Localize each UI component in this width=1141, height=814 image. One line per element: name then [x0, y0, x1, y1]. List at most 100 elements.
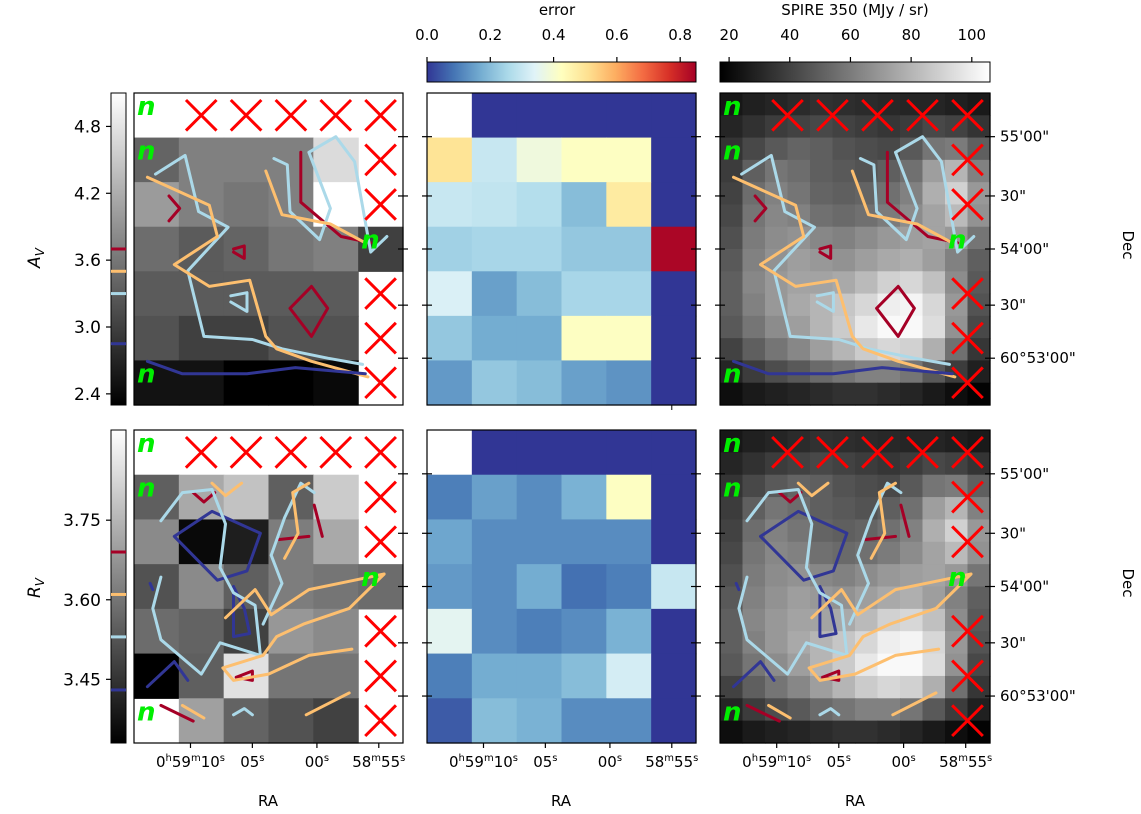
n-flag-marker: n	[361, 563, 380, 593]
rv-contour	[304, 691, 351, 717]
spire-av-cell	[922, 249, 946, 272]
spire-av-cell	[720, 182, 744, 206]
excluded-cross-marker	[951, 525, 984, 559]
av-error-cell	[427, 182, 473, 228]
dec-tick-label: 54'00"	[1000, 578, 1049, 596]
rv-map-cell	[268, 474, 314, 521]
n-flag-marker: n	[137, 474, 156, 504]
excluded-cross-marker	[364, 435, 398, 469]
rv-map-cell	[268, 608, 314, 655]
av-colorbar: 2.4 3.0 3.6 4.2 4.8 AV	[25, 92, 127, 406]
spire-av-cell	[877, 226, 901, 250]
av-map-cell	[358, 226, 404, 272]
av-map-cell	[134, 271, 180, 317]
error-colorbar: error 0.0 0.2 0.4 0.6 0.8	[415, 1, 697, 83]
rv-contour	[261, 481, 316, 626]
spire-av-cell	[832, 204, 856, 228]
excluded-cross-marker	[951, 366, 984, 400]
spire-rv-cell	[742, 474, 766, 498]
spire-av-cell	[855, 182, 879, 206]
rv-contour	[145, 660, 190, 689]
n-flag-marker: n	[137, 137, 156, 167]
spire-av-cell	[787, 159, 811, 183]
spire-rv-cell	[877, 653, 901, 677]
spire-av-cell	[855, 249, 879, 272]
excluded-cross-marker	[319, 98, 353, 132]
n-flag-marker: n	[137, 697, 156, 727]
spire-rv-cell	[720, 430, 744, 453]
rv-error-cell	[471, 564, 518, 610]
spire-rv-cell	[787, 586, 811, 610]
spire-av-contour	[815, 291, 835, 313]
excluded-cross-marker	[364, 614, 398, 648]
rv-error-cell	[516, 653, 563, 699]
spire-av-cell	[967, 249, 991, 272]
spire-av-cell	[742, 93, 766, 116]
rv-error-cell	[427, 608, 473, 655]
dec-tick-label: 55'00"	[1000, 128, 1049, 146]
av-axis-label: AV	[25, 247, 47, 269]
ra-tick-label: 05s	[827, 753, 851, 771]
spire-rv-cell	[787, 608, 811, 632]
ra-tick-label: 58m55s	[939, 753, 992, 771]
spire-rv-cell	[877, 631, 901, 655]
rv-error-cell	[651, 564, 697, 610]
spire-av-contour	[732, 359, 954, 376]
av-error-panel	[422, 92, 701, 410]
excluded-cross-marker	[861, 98, 894, 132]
excluded-cross-marker	[364, 659, 398, 693]
av-error-cell	[651, 137, 697, 183]
spire-av-cell	[742, 249, 766, 272]
spire-av-cell	[742, 315, 766, 339]
spire-rv-cell	[855, 474, 879, 498]
error-colorbar-title: error	[539, 1, 576, 19]
av-map-cell	[134, 315, 180, 362]
av-error-cell	[606, 226, 652, 272]
av-contour	[299, 150, 373, 245]
spire-av-cell	[742, 204, 766, 228]
spire-rv-cell	[720, 698, 744, 722]
excluded-cross-marker	[771, 435, 804, 469]
error-cbar-tick-label: 0.2	[478, 26, 502, 44]
spire-rv-cell	[720, 631, 744, 655]
av-contour	[145, 359, 367, 376]
spire-av-cell	[720, 137, 744, 161]
spire-rv-cell	[742, 541, 766, 565]
spire-av-cell	[855, 204, 879, 228]
spire-rv-cell	[877, 564, 901, 588]
av-map-cell	[313, 315, 359, 362]
spire-rv-cell	[810, 608, 834, 632]
av-error-cell	[561, 271, 607, 317]
spire-av-cell	[922, 271, 946, 295]
spire-av-cell	[922, 382, 946, 406]
spire-av-cell	[922, 315, 946, 339]
spire-av-cell	[742, 271, 766, 295]
excluded-cross-marker	[229, 435, 263, 469]
dec-tick-label: 60°53'00"	[1000, 687, 1076, 705]
ra-tick-label: 05s	[533, 753, 557, 771]
spire-rv-cell	[967, 564, 991, 588]
excluded-cross-marker	[364, 277, 397, 310]
av-error-cell	[516, 360, 563, 406]
n-flag-marker: n	[361, 226, 380, 256]
spire-av-cell	[810, 315, 834, 339]
spire-rv-contour	[737, 488, 849, 676]
spire-rv-cell	[877, 675, 901, 699]
spire-rv-cell	[810, 698, 834, 722]
spire-av-cell	[877, 249, 901, 272]
rv-contour	[172, 509, 262, 582]
spire-rv-cell	[742, 586, 766, 610]
av-error-cell	[516, 271, 563, 317]
n-flag-marker: n	[723, 474, 742, 504]
spire-rv-cell	[900, 564, 924, 588]
av-error-cell	[561, 182, 607, 228]
av-error-cell	[651, 182, 697, 228]
rv-error-cell	[561, 474, 607, 521]
spire-rv-cell	[922, 653, 946, 677]
dec-tick-label: 60°53'00"	[1000, 349, 1076, 367]
av-error-cell	[471, 315, 518, 362]
rv-contour	[312, 503, 324, 538]
av-error-cell	[516, 226, 563, 272]
spire-av-cell	[810, 382, 834, 406]
